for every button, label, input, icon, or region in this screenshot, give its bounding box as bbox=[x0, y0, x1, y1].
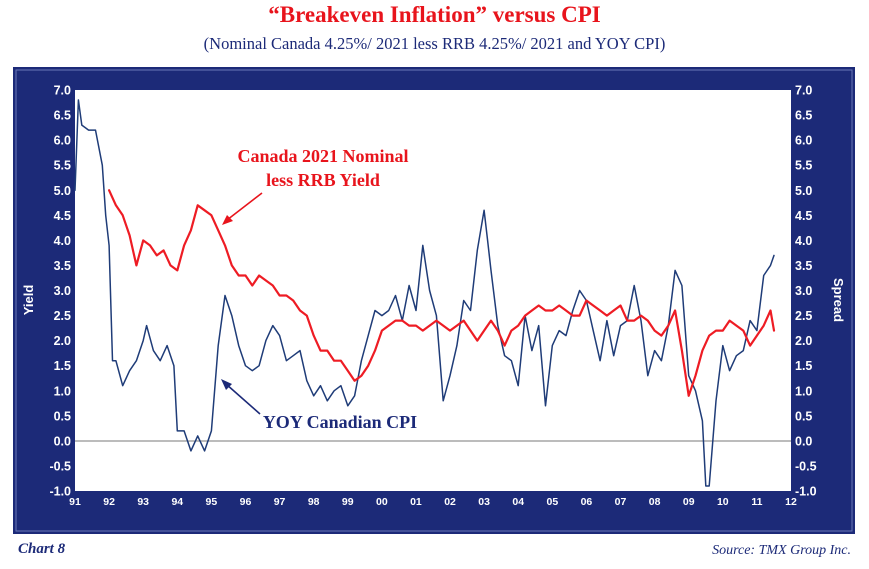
y-tick-label-right: 4.5 bbox=[795, 209, 812, 223]
x-tick-label: 06 bbox=[581, 496, 593, 508]
x-tick-label: 97 bbox=[274, 496, 286, 508]
y-tick-label-right: 2.0 bbox=[795, 334, 812, 348]
y-tick-label-right: -0.5 bbox=[795, 459, 817, 473]
x-axis: 91 92 93 94 95 96 97 98 99 00 01 02 03 04 05 06 07 08 09 10… bbox=[69, 496, 797, 508]
y-axis-title-right: Spread bbox=[831, 278, 846, 322]
annotation-breakeven-line2: less RRB Yield bbox=[266, 170, 380, 190]
y-tick-label-right: 4.0 bbox=[795, 234, 812, 248]
y-tick-label-left: 2.5 bbox=[54, 309, 71, 323]
x-tick-label: 02 bbox=[444, 496, 456, 508]
y-tick-label-right: 3.5 bbox=[795, 259, 812, 273]
annotation-breakeven-arrowhead bbox=[222, 215, 233, 225]
y-tick-label-right: 1.0 bbox=[795, 384, 812, 398]
x-tick-label: 94 bbox=[171, 496, 183, 508]
annotation-breakeven-arrow bbox=[226, 192, 263, 221]
y-tick-label-right: -1.0 bbox=[795, 485, 817, 499]
y-tick-label-left: 5.5 bbox=[54, 159, 71, 173]
y-tick-label-right: 7.0 bbox=[795, 84, 812, 98]
y-tick-label-left: 5.0 bbox=[54, 184, 71, 198]
series-layer bbox=[74, 99, 776, 487]
source-note: Source: TMX Group Inc. bbox=[712, 543, 851, 558]
x-tick-label: 08 bbox=[649, 496, 661, 508]
x-tick-label: 07 bbox=[615, 496, 627, 508]
x-tick-label: 99 bbox=[342, 496, 354, 508]
annotation-cpi-arrowhead bbox=[221, 379, 232, 390]
x-tick-label: 92 bbox=[103, 496, 115, 508]
y-tick-label-left: 6.5 bbox=[54, 109, 71, 123]
plot-area bbox=[75, 90, 791, 491]
y-tick-label-left: 3.5 bbox=[54, 259, 71, 273]
y-tick-label-right: 0.0 bbox=[795, 434, 812, 448]
y-tick-label-right: 0.5 bbox=[795, 409, 812, 423]
annotation-breakeven-line1: Canada 2021 Nominal bbox=[237, 146, 408, 166]
x-tick-label: 91 bbox=[69, 496, 81, 508]
x-tick-label: 00 bbox=[376, 496, 388, 508]
y-tick-label-left: 4.0 bbox=[54, 234, 71, 248]
x-tick-label: 01 bbox=[410, 496, 422, 508]
x-tick-label: 09 bbox=[683, 496, 695, 508]
x-tick-label: 98 bbox=[308, 496, 320, 508]
chart-title: “Breakeven Inflation” versus CPI bbox=[268, 2, 601, 27]
chart-frame-inner-border bbox=[15, 69, 853, 532]
y-tick-label-left: 1.5 bbox=[54, 359, 71, 373]
y-tick-label-left: 4.5 bbox=[54, 209, 71, 223]
y-tick-label-right: 5.0 bbox=[795, 184, 812, 198]
breakeven-series-line bbox=[107, 189, 776, 397]
y-tick-label-right: 6.5 bbox=[795, 109, 812, 123]
x-tick-label: 05 bbox=[546, 496, 558, 508]
chart-subtitle: (Nominal Canada 4.25%/ 2021 less RRB 4.2… bbox=[203, 34, 666, 53]
x-tick-label: 95 bbox=[206, 496, 218, 508]
y-axis-left: 7.0 6.5 6.0 5.5 5.0 4.5 4.0 3.5 3.0 2.5 2.0 1.5 1.0 0… bbox=[49, 84, 71, 499]
x-tick-label: 03 bbox=[478, 496, 490, 508]
y-tick-label-right: 5.5 bbox=[795, 159, 812, 173]
y-tick-label-left: 0.0 bbox=[54, 434, 71, 448]
x-tick-label: 93 bbox=[137, 496, 149, 508]
y-tick-label-left: -0.5 bbox=[49, 459, 71, 473]
y-tick-label-right: 3.0 bbox=[795, 284, 812, 298]
x-tick-label: 96 bbox=[240, 496, 252, 508]
y-axis-right: 7.0 6.5 6.0 5.5 5.0 4.5 4.0 3.5 3.0 2.5 2.0 1.5 1.0 0… bbox=[795, 84, 817, 499]
annotation-cpi-arrow bbox=[225, 383, 261, 415]
y-tick-label-left: 7.0 bbox=[54, 84, 71, 98]
y-tick-label-left: 6.0 bbox=[54, 134, 71, 148]
cpi-series-line bbox=[74, 99, 775, 487]
y-tick-label-right: 6.0 bbox=[795, 134, 812, 148]
x-tick-label: 04 bbox=[512, 496, 524, 508]
y-tick-label-left: -1.0 bbox=[49, 485, 71, 499]
x-tick-label: 10 bbox=[717, 496, 729, 508]
y-axis-title-left: Yield bbox=[21, 285, 36, 316]
x-tick-label: 11 bbox=[751, 496, 762, 508]
chart-number-label: Chart 8 bbox=[18, 541, 66, 557]
y-tick-label-right: 1.5 bbox=[795, 359, 812, 373]
y-tick-label-left: 3.0 bbox=[54, 284, 71, 298]
y-tick-label-left: 2.0 bbox=[54, 334, 71, 348]
annotation-cpi-label: YOY Canadian CPI bbox=[263, 412, 417, 432]
y-tick-label-left: 0.5 bbox=[54, 409, 71, 423]
y-tick-label-left: 1.0 bbox=[54, 384, 71, 398]
x-tick-label: 12 bbox=[785, 496, 797, 508]
y-tick-label-right: 2.5 bbox=[795, 309, 812, 323]
